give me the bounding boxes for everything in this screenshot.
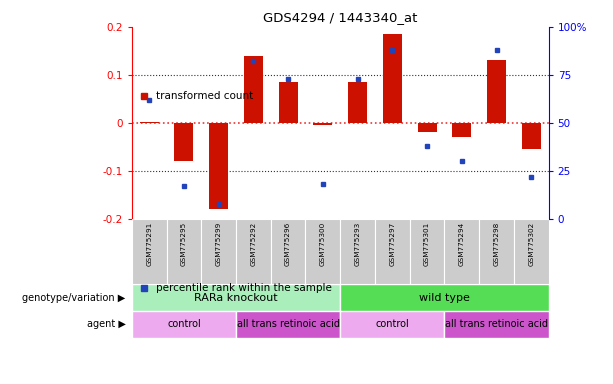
Bar xyxy=(417,123,436,132)
Text: genotype/variation ▶: genotype/variation ▶ xyxy=(23,293,126,303)
Bar xyxy=(452,123,471,137)
Text: RARa knockout: RARa knockout xyxy=(194,293,278,303)
Bar xyxy=(340,284,549,311)
Bar xyxy=(271,219,305,284)
Bar xyxy=(174,123,194,161)
Bar xyxy=(236,219,271,284)
Bar xyxy=(375,219,409,284)
Title: GDS4294 / 1443340_at: GDS4294 / 1443340_at xyxy=(263,11,417,24)
Bar xyxy=(348,82,367,123)
Text: GSM775299: GSM775299 xyxy=(216,222,222,266)
Text: agent ▶: agent ▶ xyxy=(87,319,126,329)
Bar xyxy=(167,219,201,284)
Bar xyxy=(201,219,236,284)
Text: GSM775293: GSM775293 xyxy=(354,222,360,266)
Bar xyxy=(140,122,159,123)
Bar xyxy=(409,219,444,284)
Text: GSM775298: GSM775298 xyxy=(493,222,500,266)
Bar xyxy=(514,219,549,284)
Text: GSM775294: GSM775294 xyxy=(459,222,465,266)
Bar xyxy=(132,284,340,311)
Text: GSM775300: GSM775300 xyxy=(320,222,326,266)
Bar xyxy=(444,219,479,284)
Bar xyxy=(305,219,340,284)
Bar xyxy=(383,34,402,123)
Bar xyxy=(479,219,514,284)
Text: GSM775296: GSM775296 xyxy=(285,222,291,266)
Bar xyxy=(444,311,549,338)
Text: GSM775292: GSM775292 xyxy=(250,222,256,266)
Bar xyxy=(132,219,167,284)
Text: GSM775291: GSM775291 xyxy=(146,222,152,266)
Text: percentile rank within the sample: percentile rank within the sample xyxy=(156,283,332,293)
Bar xyxy=(236,311,340,338)
Bar xyxy=(278,82,298,123)
Bar xyxy=(132,311,236,338)
Text: transformed count: transformed count xyxy=(156,91,254,101)
Text: GSM775295: GSM775295 xyxy=(181,222,187,266)
Text: GSM775297: GSM775297 xyxy=(389,222,395,266)
Bar xyxy=(522,123,541,149)
Text: GSM775302: GSM775302 xyxy=(528,222,535,266)
Bar xyxy=(209,123,228,209)
Text: GSM775301: GSM775301 xyxy=(424,222,430,266)
Text: all trans retinoic acid: all trans retinoic acid xyxy=(445,319,548,329)
Bar xyxy=(340,219,375,284)
Bar xyxy=(340,311,444,338)
Bar xyxy=(313,123,332,125)
Text: wild type: wild type xyxy=(419,293,470,303)
Bar xyxy=(244,56,263,123)
Text: control: control xyxy=(167,319,201,329)
Bar xyxy=(487,61,506,123)
Text: control: control xyxy=(375,319,409,329)
Text: all trans retinoic acid: all trans retinoic acid xyxy=(237,319,340,329)
